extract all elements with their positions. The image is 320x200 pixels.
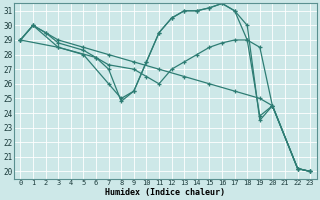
X-axis label: Humidex (Indice chaleur): Humidex (Indice chaleur) <box>105 188 225 197</box>
